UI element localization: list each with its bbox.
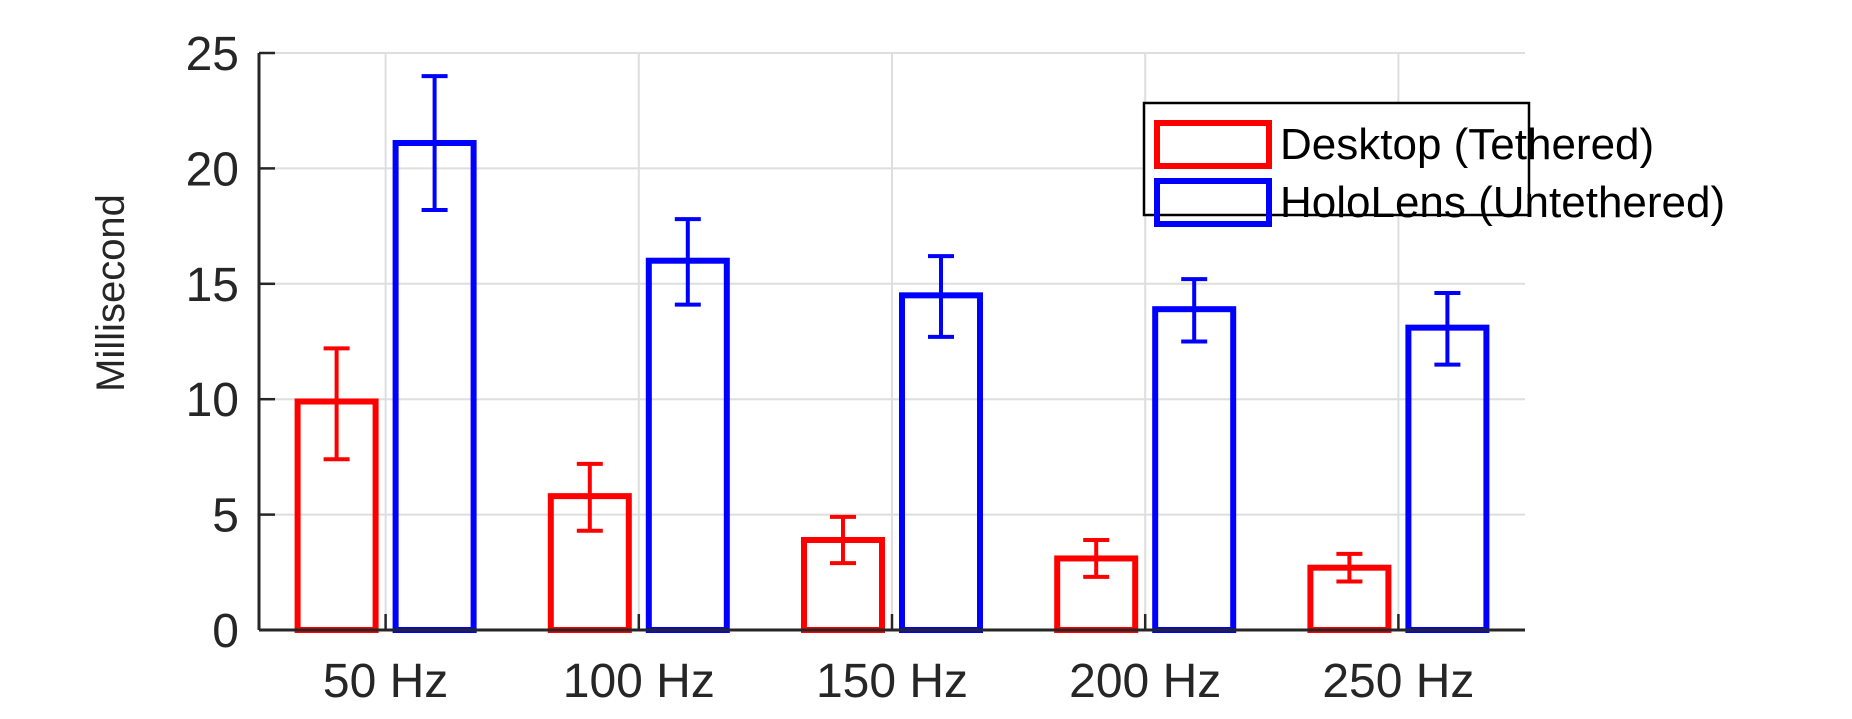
grid-lines xyxy=(259,51,1525,632)
y-tick-label: 20 xyxy=(186,143,239,196)
y-tick-label: 5 xyxy=(212,490,239,543)
y-tick-label: 25 xyxy=(186,28,239,81)
x-tick-label: 100 Hz xyxy=(563,655,715,708)
bar-1-1 xyxy=(645,257,730,633)
y-axis-title: Millisecond xyxy=(89,194,133,392)
x-tick-label: 200 Hz xyxy=(1069,655,1221,708)
legend: Desktop (Tethered) HoloLens (Untethered) xyxy=(1142,101,1725,227)
y-tick-label: 0 xyxy=(212,605,239,658)
bar-1-2 xyxy=(899,292,983,633)
bar-1-4 xyxy=(1405,324,1490,633)
tick-labels: 0 5 10 15 20 25 50 Hz 100 Hz 150 Hz 200 Hz 250 Hz xyxy=(186,28,1475,708)
x-tick-label: 150 Hz xyxy=(816,655,968,708)
axes xyxy=(257,53,1525,632)
legend-label: HoloLens (Untethered) xyxy=(1280,178,1725,227)
bar-1-0 xyxy=(392,140,477,633)
legend-swatch xyxy=(1154,178,1272,227)
y-tick-label: 15 xyxy=(186,259,239,312)
x-tick-label: 250 Hz xyxy=(1322,655,1474,708)
bar-1-3 xyxy=(1152,306,1237,633)
legend-label: Desktop (Tethered) xyxy=(1280,120,1654,169)
x-tick-label: 50 Hz xyxy=(323,655,448,708)
legend-swatch xyxy=(1154,120,1272,169)
y-tick-label: 10 xyxy=(186,374,239,427)
